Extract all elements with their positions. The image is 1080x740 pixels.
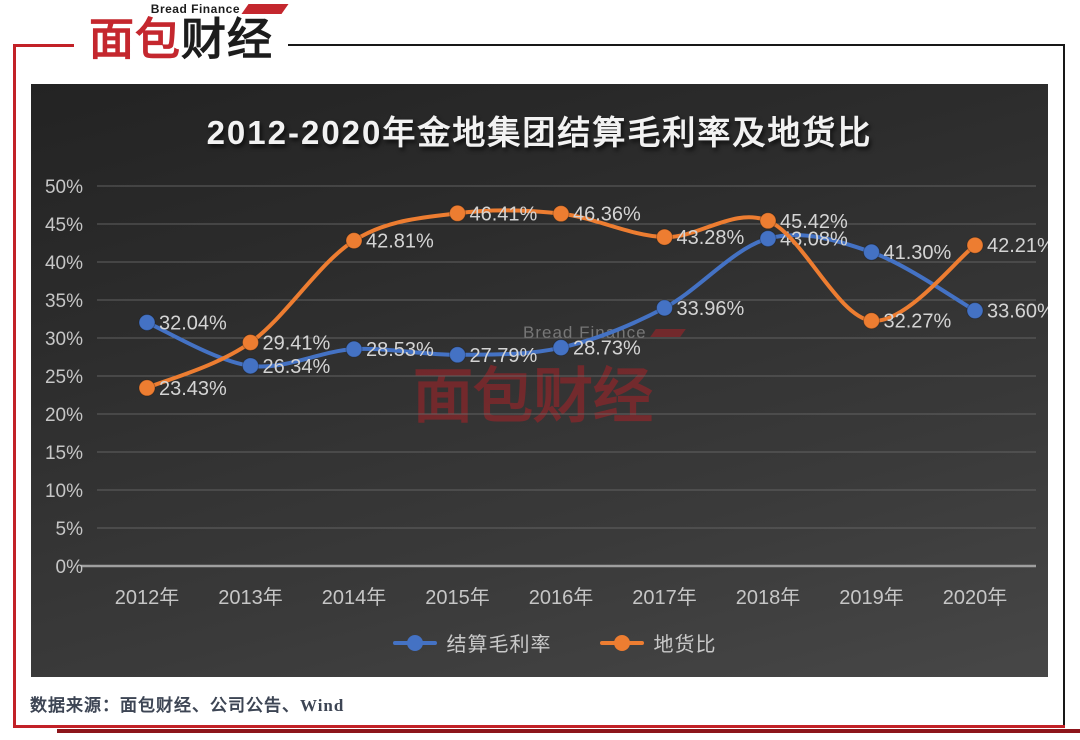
- y-tick-label: 20%: [45, 405, 83, 426]
- watermark-bread-finance: Bread Finance: [523, 323, 686, 343]
- legend-dot-icon: [613, 634, 630, 651]
- frame-top-left-line: [13, 44, 74, 47]
- y-tick-label: 40%: [45, 253, 83, 274]
- logo-wordmark-black: 财经: [181, 14, 274, 65]
- y-tick-label: 45%: [45, 215, 83, 236]
- data-point: [552, 205, 570, 223]
- y-tick-label: 0%: [56, 557, 84, 578]
- x-tick-label: 2015年: [425, 586, 490, 609]
- x-tick-label: 2020年: [943, 586, 1008, 609]
- data-label: 46.36%: [573, 204, 641, 226]
- legend-dot-icon: [406, 634, 423, 651]
- data-point: [138, 379, 156, 397]
- x-tick-label: 2017年: [632, 586, 697, 609]
- brand-logo: Bread Finance 面包财经: [73, 1, 289, 67]
- y-tick-label: 15%: [45, 443, 83, 464]
- chart-legend: 结算毛利率 地货比: [61, 628, 1048, 657]
- line-chart: 0% 5% 10% 15% 20% 25% 30% 35% 40% 45% 50% 2012年 2013…: [45, 177, 1048, 609]
- data-label: 41.30%: [884, 242, 952, 264]
- data-point: [759, 230, 777, 248]
- data-label: 28.73%: [573, 338, 641, 360]
- data-point: [656, 299, 673, 317]
- data-label: 46.41%: [470, 203, 538, 225]
- data-source: 数据来源：面包财经、公司公告、Wind: [30, 696, 345, 715]
- data-point: [966, 302, 984, 320]
- legend-label: 地货比: [653, 634, 717, 656]
- data-point: [552, 339, 570, 357]
- logo-wordmark-red: 面包: [88, 14, 181, 65]
- data-label: 29.41%: [263, 332, 331, 354]
- data-point: [656, 228, 673, 246]
- logo-top-row: Bread Finance: [73, 1, 289, 16]
- y-tick-label: 35%: [45, 291, 83, 312]
- x-tick-label: 2016年: [529, 586, 594, 609]
- legend-item: 结算毛利率: [392, 628, 552, 657]
- data-point: [863, 243, 880, 261]
- data-label: 42.21%: [987, 235, 1048, 257]
- x-tick-label: 2013年: [218, 586, 283, 609]
- data-point: [345, 340, 363, 358]
- data-label: 28.53%: [366, 339, 434, 361]
- logo-wordmark: 面包财经: [73, 16, 289, 63]
- data-point: [242, 357, 259, 375]
- data-point: [345, 232, 363, 250]
- frame-top-right-line: [288, 44, 1065, 46]
- legend-item: 地货比: [599, 628, 717, 657]
- data-label: 33.60%: [987, 301, 1048, 323]
- y-tick-label: 10%: [45, 481, 83, 502]
- x-tick-label: 2019年: [839, 586, 904, 609]
- frame-bottom-shadow-line: [57, 729, 1080, 733]
- legend-line-marker-icon: [599, 634, 644, 651]
- x-tick-label: 2018年: [736, 586, 801, 609]
- legend-label: 结算毛利率: [446, 634, 552, 656]
- watermark-en-text: Bread Finance: [523, 323, 647, 342]
- y-tick-label: 30%: [45, 329, 83, 350]
- logo-flag-icon: [241, 3, 289, 14]
- data-label: 33.96%: [677, 298, 745, 320]
- data-label: 23.43%: [159, 378, 227, 400]
- frame-right-line: [1063, 44, 1065, 728]
- frame-bottom-line: [13, 725, 1065, 728]
- data-point: [242, 333, 259, 351]
- data-label: 32.27%: [884, 311, 952, 333]
- data-point: [966, 236, 984, 254]
- y-tick-label: 50%: [45, 177, 83, 198]
- data-point: [449, 346, 466, 364]
- data-label: 45.42%: [780, 211, 848, 233]
- chart-title: 2012-2020年金地集团结算毛利率及地货比: [206, 114, 873, 151]
- data-point: [449, 204, 466, 222]
- data-point: [863, 312, 880, 330]
- frame-left-line: [13, 44, 16, 728]
- x-tick-label: 2014年: [322, 586, 387, 609]
- x-tick-label: 2012年: [115, 586, 180, 609]
- data-label: 32.04%: [159, 312, 227, 334]
- y-tick-label: 25%: [45, 367, 83, 388]
- data-label: 42.81%: [366, 231, 434, 253]
- data-point: [138, 313, 156, 331]
- data-label: 27.79%: [470, 345, 538, 367]
- legend-line-marker-icon: [392, 634, 437, 651]
- y-tick-label: 5%: [56, 519, 84, 540]
- watermark-mianbao-caijing: 面包财经: [413, 363, 653, 430]
- chart-panel: 2012-2020年金地集团结算毛利率及地货比 Bread Finance 面包…: [31, 84, 1048, 677]
- data-label: 26.34%: [263, 356, 331, 378]
- data-label: 43.28%: [677, 227, 745, 249]
- logo-subtitle: Bread Finance: [150, 1, 240, 16]
- data-point: [759, 212, 777, 230]
